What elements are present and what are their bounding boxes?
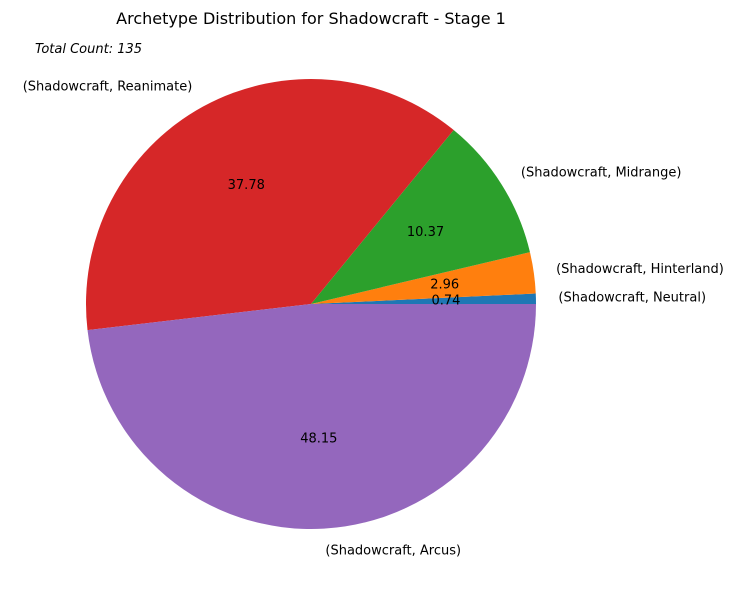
pie-labels: (Shadowcraft, Neutral) 0.74 (Shadowcraft, … <box>23 79 724 558</box>
chart-title: Archetype Distribution for Shadowcraft -… <box>116 9 506 28</box>
slice-label-shadowcraft-midrange: (Shadowcraft, Midrange) <box>521 165 682 180</box>
total-count-annotation: Total Count: 135 <box>35 42 142 57</box>
slice-value-label-shadowcraft-hinterland: 2.96 <box>430 278 459 293</box>
pie-slice-shadowcraft-midrange <box>311 130 530 304</box>
pie-slice-shadowcraft-reanimate <box>85 78 454 331</box>
slice-label-shadowcraft-reanimate: (Shadowcraft, Reanimate) <box>23 79 193 94</box>
slice-label-shadowcraft-hinterland: (Shadowcraft, Hinterland) <box>556 262 724 277</box>
slice-value-label-shadowcraft-midrange: 10.37 <box>407 225 444 240</box>
pie-slice-shadowcraft-neutral <box>311 293 536 304</box>
pie-slice-shadowcraft-hinterland <box>311 252 536 304</box>
slice-value-label-shadowcraft-reanimate: 37.78 <box>228 178 265 193</box>
slice-label-shadowcraft-neutral: (Shadowcraft, Neutral) <box>558 291 706 306</box>
pie-slice-shadowcraft-arcus <box>87 304 536 529</box>
slice-label-shadowcraft-arcus: (Shadowcraft, Arcus) <box>325 544 461 559</box>
pie-slices <box>85 78 536 529</box>
slice-value-label-shadowcraft-neutral: 0.74 <box>431 293 460 308</box>
slice-value-label-shadowcraft-arcus: 48.15 <box>300 431 337 446</box>
